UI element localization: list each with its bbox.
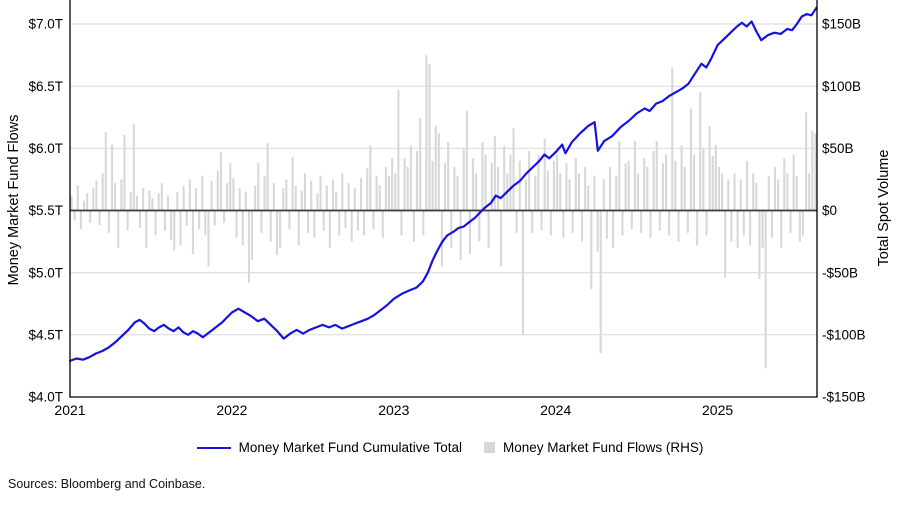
square-swatch-icon [484,442,496,453]
svg-text:-$100B: -$100B [822,328,866,343]
svg-text:2025: 2025 [702,402,733,418]
svg-text:-$50B: -$50B [822,265,858,280]
legend-item-fund-flows: Money Market Fund Flows (RHS) [484,440,703,455]
svg-text:$6.5T: $6.5T [28,79,63,94]
svg-text:$50B: $50B [822,141,854,156]
sources-note: Sources: Bloomberg and Coinbase. [8,477,206,491]
legend-item-cumulative-total: Money Market Fund Cumulative Total [196,440,463,455]
svg-text:$5.5T: $5.5T [28,203,63,218]
svg-text:$4.5T: $4.5T [28,328,63,343]
legend: Money Market Fund Cumulative Total Money… [0,440,900,455]
svg-text:$150B: $150B [822,17,861,32]
left-axis-title: Money Market Fund Flows [6,114,22,286]
svg-text:2021: 2021 [54,402,85,418]
right-axis-tick-labels: $150B $100B $50B $0 -$50B -$100B -$150B [822,17,866,405]
svg-text:$6.0T: $6.0T [28,141,63,156]
svg-text:2024: 2024 [540,402,571,418]
cumulative-total-line [68,6,818,362]
legend-label-cumulative-total: Money Market Fund Cumulative Total [238,440,463,455]
left-axis-tick-labels: $7.0T $6.5T $6.0T $5.5T $5.0T $4.5T $4.0T [28,17,63,405]
svg-text:$5.0T: $5.0T [28,265,63,280]
svg-text:$7.0T: $7.0T [28,17,63,32]
right-axis-title: Total Spot Volume [876,149,892,267]
svg-text:2022: 2022 [216,402,247,418]
line-swatch-icon [196,446,231,449]
svg-text:$100B: $100B [822,79,861,94]
gridlines [70,23,817,336]
svg-text:$4.0T: $4.0T [28,390,63,405]
plot-frame [69,0,818,398]
x-axis-tick-labels: 2021 2022 2023 2024 2025 [54,402,733,418]
flows-bars [70,55,817,369]
svg-text:$0: $0 [822,203,837,218]
svg-text:-$150B: -$150B [822,390,866,405]
svg-text:2023: 2023 [378,402,409,418]
legend-label-fund-flows: Money Market Fund Flows (RHS) [503,440,704,455]
